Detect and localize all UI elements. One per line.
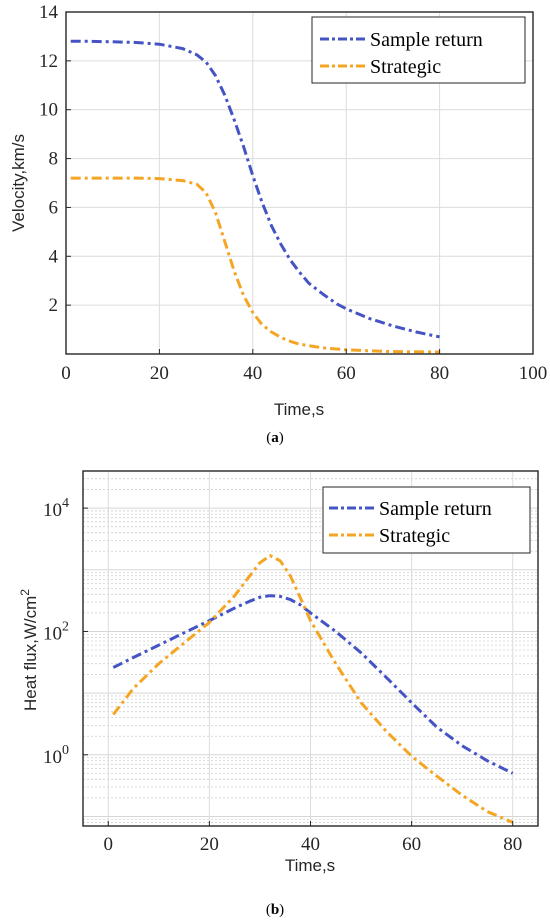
heat-flux-y-tick-base: 10 [43,500,62,521]
heat-flux-legend-box [322,486,531,554]
heat-flux-legend-label-strategic: Strategic [379,525,450,547]
heat-flux-series-sample-return [112,594,514,775]
velocity-legend-box [311,16,526,84]
velocity-x-tick-label: 20 [150,363,169,384]
heat-flux-y-axis-label-text: Heat flux,W/cm [21,596,40,711]
heat-flux-legend: Sample return Strategic [322,486,531,554]
panel-b-letter: b [271,902,279,918]
heat-flux-y-tick-exponent: 2 [62,619,69,634]
heat-flux-y-tick-exponent: 4 [62,496,69,511]
heat-flux-x-tick-label: 0 [104,834,114,855]
velocity-y-axis-label: Velocity,km/s [9,134,28,232]
velocity-y-tick-label: 14 [39,2,59,23]
velocity-y-tick-label: 8 [49,149,59,170]
velocity-y-tick-label: 2 [49,295,59,316]
heat-flux-x-tick-label: 60 [402,834,421,855]
heat-flux-y-tick-label: 104 [43,496,69,521]
heat-flux-x-axis-label: Time,s [285,856,335,875]
heat-flux-legend-label-sample-return: Sample return [379,498,492,520]
velocity-y-tick-label: 4 [49,246,59,267]
velocity-x-tick-label: 80 [430,363,449,384]
heat-flux-y-tick-label: 102 [43,619,69,644]
velocity-tick-labels: 0 20 40 60 80 100 2 4 6 8 10 12 14 [39,2,547,384]
velocity-legend: Sample return Strategic [311,16,526,84]
heat-flux-x-tick-label: 40 [301,834,320,855]
velocity-y-tick-label: 6 [49,197,59,218]
velocity-legend-label-strategic: Strategic [370,56,441,78]
heat-flux-y-axis-label: Heat flux,W/cm2 [18,589,40,711]
heat-flux-y-tick-base: 10 [43,747,62,768]
heat-flux-y-axis-label-exponent: 2 [18,589,32,596]
velocity-x-tick-label: 100 [519,363,548,384]
panel-a-caption: (a) [266,430,284,446]
heat-flux-y-tick-exponent: 0 [62,743,69,758]
velocity-chart: 0 20 40 60 80 100 2 4 6 8 10 12 14 Time,s Velocity,k… [9,2,547,446]
heat-flux-series-group [112,554,514,824]
velocity-x-tick-label: 40 [243,363,262,384]
heat-flux-y-tick-label: 100 [43,743,69,768]
velocity-x-tick-label: 0 [61,363,71,384]
panel-b-caption: (b) [266,902,284,918]
heat-flux-series-strategic [112,554,514,824]
velocity-legend-label-sample-return: Sample return [370,29,483,51]
velocity-y-tick-label: 12 [39,51,58,72]
velocity-series-sample-return [70,39,440,339]
velocity-series-group [70,39,440,354]
velocity-x-tick-label: 60 [337,363,356,384]
heat-flux-x-tick-label: 80 [503,834,522,855]
velocity-x-axis-label: Time,s [274,400,324,419]
heat-flux-x-tick-label: 20 [200,834,219,855]
heat-flux-y-tick-base: 10 [43,623,62,644]
velocity-plot-frame [65,11,534,355]
velocity-series-strategic [70,176,440,354]
velocity-y-tick-label: 10 [39,100,58,121]
panel-a-letter: a [271,430,279,446]
